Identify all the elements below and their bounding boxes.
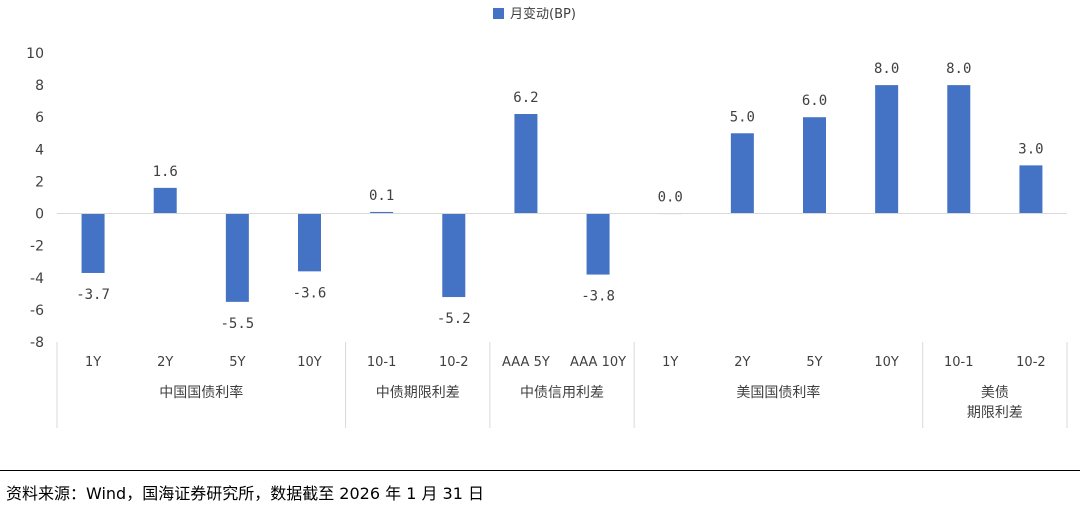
y-tick-label: 8 (35, 78, 44, 94)
source-note: 资料来源：Wind，国海证券研究所，数据截至 2026 年 1 月 31 日 (6, 484, 484, 503)
bar (803, 117, 826, 214)
bar (225, 213, 249, 302)
bar-chart: 月变动(BP) -8 -6 -4 -2 0 2 4 6 8 10 -3.7 1.6 -5.5 -3.6 0… (26, 6, 1068, 428)
bar (1019, 165, 1043, 214)
data-label: 6.2 (513, 90, 538, 106)
bar (875, 85, 899, 214)
data-label: -3.7 (76, 287, 110, 303)
y-tick-label: 2 (35, 174, 44, 190)
bar (81, 213, 105, 273)
y-tick-label: 0 (35, 207, 44, 223)
category-label: 1Y (85, 355, 101, 370)
y-axis: -8 -6 -4 -2 0 2 4 6 8 10 (26, 46, 44, 351)
data-label: 0.1 (369, 188, 394, 204)
y-tick-label: -8 (30, 335, 44, 351)
category-label: 10-2 (1016, 355, 1046, 370)
data-label: 5.0 (730, 109, 755, 125)
x-axis: 1Y 2Y 5Y 10Y 10-1 10-2 AAA 5Y AAA 10Y 1Y 2Y 5Y 10Y 1… (56, 342, 1068, 428)
bar (730, 133, 754, 214)
category-label: 2Y (734, 355, 750, 370)
bar (586, 213, 610, 275)
bar (153, 187, 177, 214)
data-label: 8.0 (946, 61, 971, 77)
category-label: AAA 10Y (570, 355, 626, 370)
category-label: 10-1 (944, 355, 974, 370)
data-label: -3.6 (293, 285, 327, 301)
bar (947, 85, 971, 214)
bars (57, 85, 1067, 302)
group-label: 期限利差 (967, 405, 1023, 421)
footer-divider (0, 470, 1080, 471)
category-label: 10Y (874, 355, 899, 370)
legend: 月变动(BP) (493, 6, 576, 22)
category-label: 1Y (662, 355, 678, 370)
category-label: 5Y (806, 355, 822, 370)
data-label: -5.5 (220, 316, 254, 332)
data-label: -5.2 (437, 311, 471, 327)
data-label: 6.0 (802, 93, 827, 109)
legend-label: 月变动(BP) (510, 6, 576, 22)
bar (442, 213, 466, 298)
bar (298, 213, 321, 272)
group-label: 中国国债利率 (159, 384, 243, 401)
category-label: 2Y (157, 355, 173, 370)
group-label: 美国国债利率 (736, 384, 820, 401)
data-labels: -3.7 1.6 -5.5 -3.6 0.1 -5.2 6.2 -3.8 0.0 5.0 6.0 8.… (76, 61, 1043, 332)
category-label: 10-1 (367, 355, 397, 370)
data-label: 1.6 (153, 164, 178, 180)
y-tick-label: -2 (30, 239, 44, 255)
category-label: 5Y (229, 355, 245, 370)
group-label: 美债 (981, 385, 1009, 401)
y-tick-label: 10 (26, 46, 44, 62)
group-label: 中债期限利差 (376, 385, 460, 401)
y-tick-label: 4 (35, 142, 44, 158)
category-label: AAA 5Y (502, 355, 550, 370)
legend-swatch (493, 8, 504, 19)
data-label: 3.0 (1018, 141, 1043, 157)
data-label: 0.0 (658, 190, 683, 206)
bar (370, 211, 394, 214)
y-tick-label: -4 (30, 271, 44, 287)
data-label: -3.8 (581, 289, 615, 305)
data-label: 8.0 (874, 61, 899, 77)
bar (514, 114, 538, 214)
y-tick-label: 6 (35, 110, 44, 126)
category-label: 10-2 (439, 355, 469, 370)
group-label: 中债信用利差 (520, 385, 604, 401)
y-tick-label: -6 (30, 303, 44, 319)
category-label: 10Y (297, 355, 322, 370)
